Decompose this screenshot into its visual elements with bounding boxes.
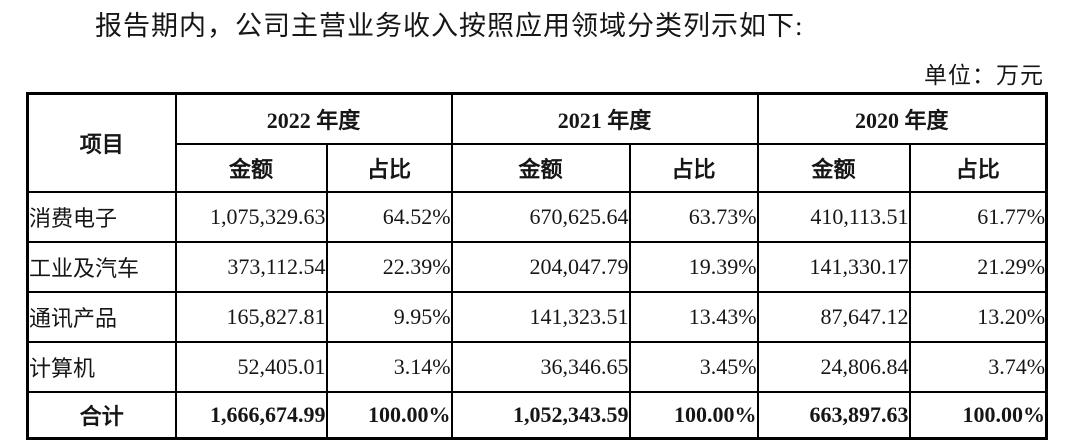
row-label-cell: 计算机 <box>26 341 177 393</box>
row-label-cell: 工业及汽车 <box>26 241 177 293</box>
ratio-cell-2022: 3.14% <box>325 341 453 393</box>
table-row-communication-products: 通讯产品 165,827.81 9.95% 141,323.51 13.43% … <box>26 291 1048 343</box>
total-ratio-cell-2021: 100.00% <box>628 391 759 440</box>
total-amount-cell-2022: 1,666,674.99 <box>174 391 328 440</box>
ratio-cell-2020: 3.74% <box>908 341 1048 393</box>
ratio-cell-2020: 13.20% <box>908 291 1048 343</box>
header-ratio-2021: 占比 <box>628 143 759 193</box>
amount-cell-2020: 87,647.12 <box>756 291 911 343</box>
ratio-cell-2022: 22.39% <box>325 241 453 293</box>
header-ratio-2022: 占比 <box>325 143 453 193</box>
header-amount-2021: 金额 <box>450 143 631 193</box>
intro-text: 报告期内，公司主营业务收入按照应用领域分类列示如下: <box>95 11 804 41</box>
ratio-cell-2022: 9.95% <box>325 291 453 343</box>
table-row-industrial-automotive: 工业及汽车 373,112.54 22.39% 204,047.79 19.39… <box>26 241 1048 293</box>
header-amount-2020: 金额 <box>756 143 911 193</box>
row-label-cell: 消费电子 <box>26 191 177 243</box>
amount-cell-2020: 141,330.17 <box>756 241 911 293</box>
header-year-2022: 2022 年度 <box>174 92 453 145</box>
header-amount-2022: 金额 <box>174 143 328 193</box>
amount-cell-2021: 204,047.79 <box>450 241 631 293</box>
ratio-cell-2021: 63.73% <box>628 191 759 243</box>
table-row-consumer-electronics: 消费电子 1,075,329.63 64.52% 670,625.64 63.7… <box>26 191 1048 243</box>
total-label-cell: 合计 <box>26 391 177 440</box>
header-sub-row: 金额 占比 金额 占比 金额 占比 <box>28 143 1048 193</box>
revenue-by-application-table: 项目 2022 年度 2021 年度 2020 年度 金额 占比 金额 占比 金… <box>26 92 1049 440</box>
amount-cell-2021: 141,323.51 <box>450 291 631 343</box>
amount-cell-2020: 24,806.84 <box>756 341 911 393</box>
amount-cell-2022: 373,112.54 <box>174 241 328 293</box>
total-amount-cell-2020: 663,897.63 <box>756 391 911 440</box>
header-year-2020: 2020 年度 <box>756 92 1048 145</box>
ratio-cell-2020: 61.77% <box>908 191 1048 243</box>
ratio-cell-2021: 3.45% <box>628 341 759 393</box>
header-item: 项目 <box>26 92 177 193</box>
total-ratio-cell-2022: 100.00% <box>325 391 453 440</box>
table-row-total: 合计 1,666,674.99 100.00% 1,052,343.59 100… <box>26 391 1048 440</box>
header-ratio-2020: 占比 <box>908 143 1048 193</box>
header-year-row: 项目 2022 年度 2021 年度 2020 年度 <box>26 92 1048 193</box>
amount-cell-2020: 410,113.51 <box>756 191 911 243</box>
amount-cell-2022: 1,075,329.63 <box>174 191 328 243</box>
amount-cell-2021: 36,346.65 <box>450 341 631 393</box>
ratio-cell-2021: 13.43% <box>628 291 759 343</box>
table-row-computers: 计算机 52,405.01 3.14% 36,346.65 3.45% 24,8… <box>26 341 1048 393</box>
header-year-2021: 2021 年度 <box>450 92 759 145</box>
ratio-cell-2022: 64.52% <box>325 191 453 243</box>
row-label-cell: 通讯产品 <box>26 291 177 343</box>
amount-cell-2022: 165,827.81 <box>174 291 328 343</box>
total-ratio-cell-2020: 100.00% <box>908 391 1048 440</box>
ratio-cell-2020: 21.29% <box>908 241 1048 293</box>
total-amount-cell-2021: 1,052,343.59 <box>450 391 631 440</box>
unit-label: 单位：万元 <box>924 63 1044 88</box>
ratio-cell-2021: 19.39% <box>628 241 759 293</box>
amount-cell-2021: 670,625.64 <box>450 191 631 243</box>
amount-cell-2022: 52,405.01 <box>174 341 328 393</box>
